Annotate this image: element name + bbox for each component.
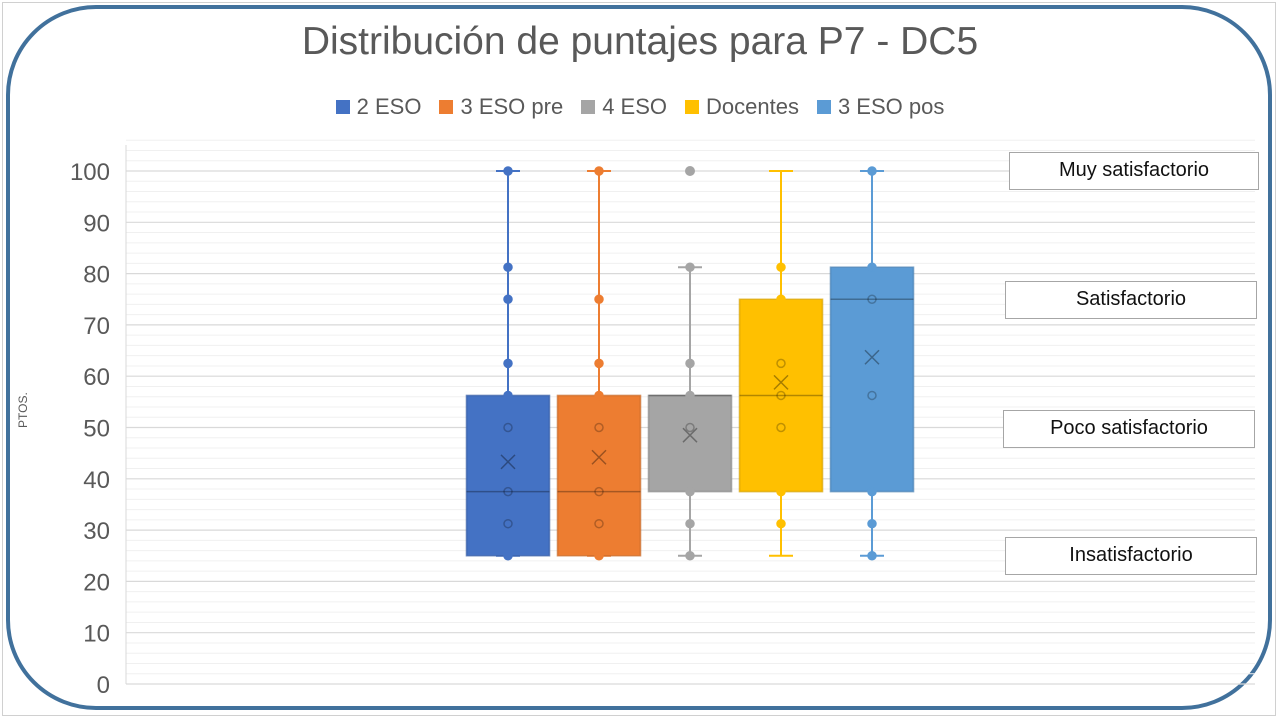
data-point: [503, 422, 513, 433]
legend: 2 ESO 3 ESO pre 4 ESO Docentes 3 ESO pos: [0, 94, 1280, 120]
data-point: [685, 518, 695, 529]
data-point: [867, 486, 877, 497]
legend-label: 2 ESO: [356, 94, 422, 119]
legend-item: Docentes: [685, 94, 799, 120]
mean-marker: [591, 449, 607, 465]
box: [465, 394, 551, 557]
data-point: [594, 358, 604, 369]
legend-label: 3 ESO pre: [460, 94, 564, 119]
annotation-poco-satisfactorio: Poco satisfactorio: [1003, 410, 1255, 448]
data-point: [594, 294, 604, 304]
legend-label: Docentes: [706, 94, 799, 119]
annotation-satisfactorio: Satisfactorio: [1005, 281, 1257, 319]
data-point: [594, 390, 604, 401]
box: [647, 394, 733, 493]
y-tick-label: 20: [83, 569, 110, 596]
legend-item: 2 ESO: [335, 94, 422, 120]
legend-item: 4 ESO: [581, 94, 667, 120]
y-tick-label: 70: [83, 313, 110, 340]
data-point: [776, 390, 786, 401]
data-point: [776, 358, 786, 369]
mean-marker: [773, 374, 789, 390]
data-point: [685, 390, 695, 401]
data-point: [867, 166, 877, 176]
mean-marker: [500, 454, 516, 470]
legend-item: 3 ESO pre: [439, 94, 563, 120]
y-tick-label: 90: [83, 210, 110, 237]
annotation-muy-satisfactorio: Muy satisfactorio: [1009, 152, 1259, 190]
legend-label: 4 ESO: [602, 94, 667, 119]
y-tick-label: 50: [83, 416, 110, 443]
data-point: [503, 294, 513, 304]
data-point: [867, 390, 877, 401]
legend-swatch: [816, 100, 831, 114]
mean-marker: [682, 427, 698, 443]
legend-swatch: [685, 100, 699, 114]
y-tick-label: 0: [97, 672, 110, 699]
data-point: [503, 358, 513, 369]
box: [556, 394, 642, 557]
data-point: [594, 551, 604, 561]
data-point: [776, 294, 786, 304]
y-tick-label: 30: [83, 518, 110, 545]
legend-swatch: [581, 100, 596, 114]
data-point: [685, 422, 695, 433]
data-point: [867, 294, 877, 304]
data-point: [594, 166, 604, 176]
legend-swatch: [439, 100, 454, 114]
rounded-frame: [6, 5, 1272, 710]
data-point: [503, 390, 513, 401]
data-point: [776, 486, 786, 497]
data-point: [776, 518, 786, 529]
data-point: [867, 551, 877, 561]
data-point: [594, 518, 604, 529]
data-point: [503, 551, 513, 561]
mean-marker: [864, 349, 880, 365]
data-point: [776, 422, 786, 433]
legend-item: 3 ESO pos: [816, 94, 945, 120]
legend-label: 3 ESO pos: [837, 94, 945, 119]
data-point: [685, 486, 695, 497]
data-point: [685, 358, 695, 369]
annotation-insatisfactorio: Insatisfactorio: [1005, 537, 1257, 575]
data-point: [503, 518, 513, 529]
legend-swatch: [335, 100, 350, 114]
data-point: [685, 262, 695, 272]
y-tick-label: 80: [83, 262, 110, 289]
outlier-point: [685, 166, 695, 176]
y-tick-label: 10: [83, 621, 110, 648]
y-tick-label: 40: [83, 467, 110, 494]
y-tick-label: 100: [70, 159, 110, 186]
y-tick-label: 60: [83, 364, 110, 391]
box: [829, 266, 915, 493]
data-point: [503, 486, 513, 497]
data-point: [594, 486, 604, 497]
data-point: [594, 422, 604, 433]
data-point: [776, 262, 786, 272]
data-point: [503, 166, 513, 176]
data-point: [503, 262, 513, 272]
chart-title: Distribución de puntajes para P7 - DC5: [301, 20, 979, 63]
data-point: [867, 518, 877, 529]
data-point: [685, 551, 695, 561]
data-point: [867, 262, 877, 272]
